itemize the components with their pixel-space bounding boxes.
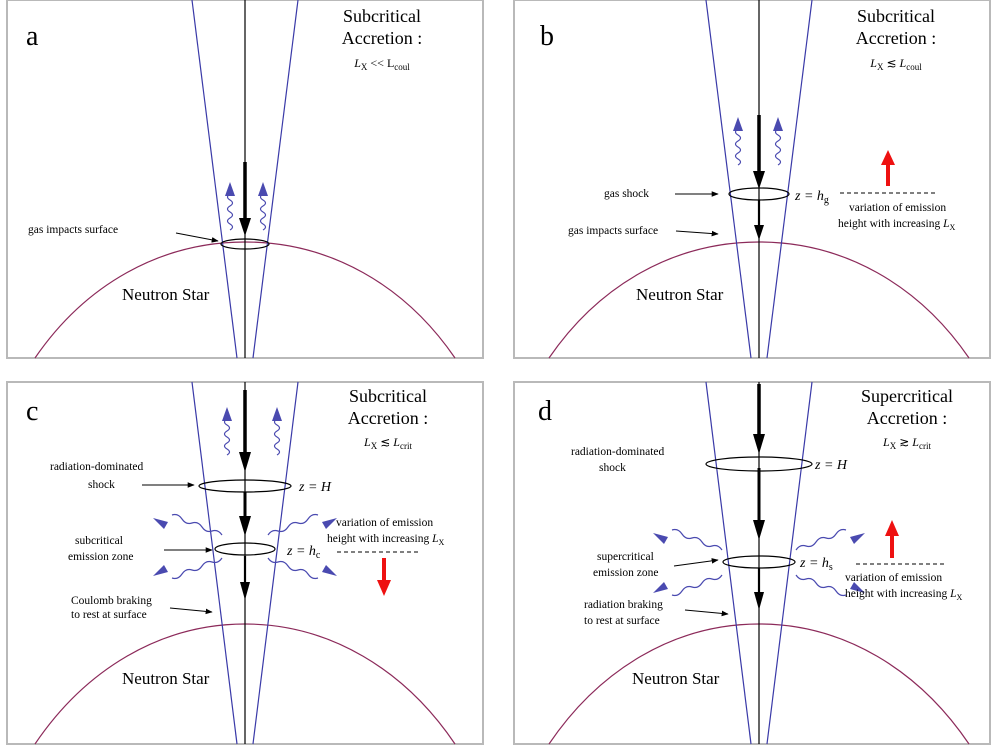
annotation-label: Coulomb braking [71,595,152,607]
column-wall-left [705,0,752,359]
photon-arrow [732,116,744,166]
panel-d: d Supercritical Accretion : LX ≳ Lcrit N… [513,381,991,745]
photon-arrow [772,116,784,166]
photon-arrow [171,513,223,536]
shock-disk [198,479,292,493]
title-line-2: Accretion : [342,28,422,48]
variation-text: variation of emission [336,517,433,529]
annotation-label: gas shock [604,188,649,200]
annotation-label: supercritical [597,551,654,563]
impact-disk [220,238,270,250]
flow-arrow-head [239,452,251,472]
level-label: z = hc [286,544,321,561]
annotation-label: radiation-dominated [571,446,664,458]
flow-arrow-head [754,225,764,240]
annotation-arrow [175,232,219,243]
variation-text: height with increasing LX [845,588,962,602]
photon-arrow [267,513,319,536]
condition-label: LX ≲ Lcrit [363,435,412,451]
flow-arrow-head [754,592,764,610]
shock-disk [705,456,813,472]
variation-text: variation of emission [849,202,946,214]
panel-b: b Subcritical Accretion : LX ≲ Lcoul Neu… [513,0,991,359]
title-line-1: Subcritical [857,6,935,26]
photon-arrow [671,528,723,551]
annotation-label: emission zone [68,551,133,563]
column-wall-right [766,381,813,745]
annotation-label: to rest at surface [584,615,660,627]
title-line-1: Supercritical [861,386,953,406]
panel-letter: a [26,21,39,52]
variation-text: height with increasing LX [327,533,444,547]
panel-letter: b [540,21,554,52]
level-label: z = hg [794,189,829,206]
photon-arrow [795,574,847,597]
annotation-label: subcritical [75,535,123,547]
title-line-1: Subcritical [343,6,421,26]
annotation-label: radiation braking [584,599,663,611]
level-label: z = H [814,458,848,473]
column-wall-left [191,0,238,359]
flow-arrow-head [753,434,765,454]
photon-arrow [271,406,283,456]
annotation-label: gas impacts surface [568,225,658,237]
photon-arrow [224,181,236,231]
condition-label: LX ≲ Lcoul [869,56,922,72]
photon-arrow [671,574,723,597]
panel-letter: d [538,396,552,427]
level-label: z = H [298,480,332,495]
photon-arrow [257,181,269,231]
title-line-1: Subcritical [349,386,427,406]
panel-c: c Subcritical Accretion : LX ≲ Lcrit Neu… [6,381,484,745]
annotation-label: radiation-dominated [50,461,143,473]
title-line-2: Accretion : [856,28,936,48]
star-label: Neutron Star [122,285,210,304]
condition-label: LX << Lcoul [353,56,410,72]
annotation-arrow [684,609,729,617]
variation-text: height with increasing LX [838,218,955,232]
photon-arrow [221,406,233,456]
title-line-2: Accretion : [348,408,428,428]
photon-arrow [267,557,319,580]
annotation-label: to rest at surface [71,609,147,621]
annotation-label: emission zone [593,567,658,579]
flow-arrow-head [753,520,765,540]
panel-letter: c [26,396,38,427]
emission-disk [722,555,796,569]
emission-disk [214,542,276,556]
variation-arrow-head [377,580,391,596]
annotation-arrow [673,558,719,567]
column-wall-left [705,381,752,745]
annotation-label: shock [599,462,626,474]
star-label: Neutron Star [122,669,210,688]
column-wall-right [766,0,813,359]
shock-disk [728,187,790,201]
annotation-arrow [675,230,719,237]
star-label: Neutron Star [632,669,720,688]
annotation-label: gas impacts surface [28,224,118,236]
title-line-2: Accretion : [867,408,947,428]
flow-arrow-head [239,218,251,236]
condition-label: LX ≳ Lcrit [882,435,931,451]
level-label: z = hs [799,556,833,573]
annotation-arrow [169,607,213,615]
star-label: Neutron Star [636,285,724,304]
flow-arrow-head [753,171,765,189]
flow-arrow-head [239,516,251,536]
photon-arrow [795,528,847,551]
variation-arrow-head [885,520,899,536]
variation-arrow-head [881,150,895,165]
flow-arrow-head [240,582,250,600]
variation-text: variation of emission [845,572,942,584]
photon-arrow [171,557,223,580]
annotation-label: shock [88,479,115,491]
panel-a: a Subcritical Accretion : LX << Lcoul Ne… [6,0,484,359]
column-wall-right [252,0,299,359]
